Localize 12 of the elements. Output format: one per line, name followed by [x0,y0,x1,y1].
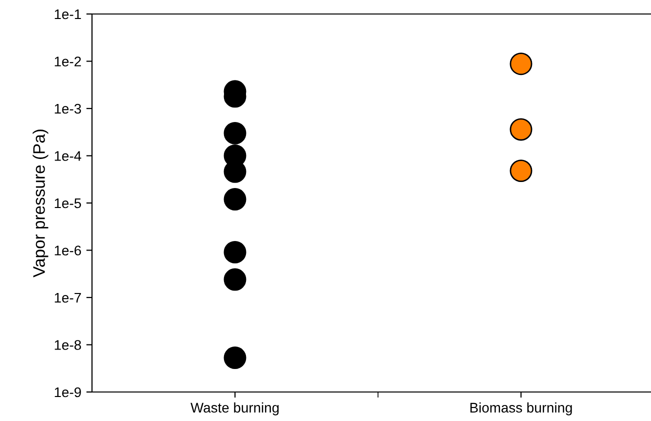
y-tick-label: 1e-7 [54,292,81,303]
y-tick-label: 1e-5 [54,198,82,208]
y-axis-title: Vapor pressure (Pa) [32,130,48,278]
y-tick-label: 1e-9 [54,387,81,398]
y-tick-label: 1e-6 [54,246,81,256]
y-tick-label: 1e-1 [54,9,81,20]
y-tick-label: 1e-3 [54,104,81,114]
y-tick-label: 1e-8 [54,340,81,350]
x-tick-label: Waste burning [190,402,279,416]
y-tick-label: 1e-2 [54,56,81,66]
x-tick-label: Biomass burning [470,402,572,416]
y-tick-label: 1e-4 [54,151,82,161]
